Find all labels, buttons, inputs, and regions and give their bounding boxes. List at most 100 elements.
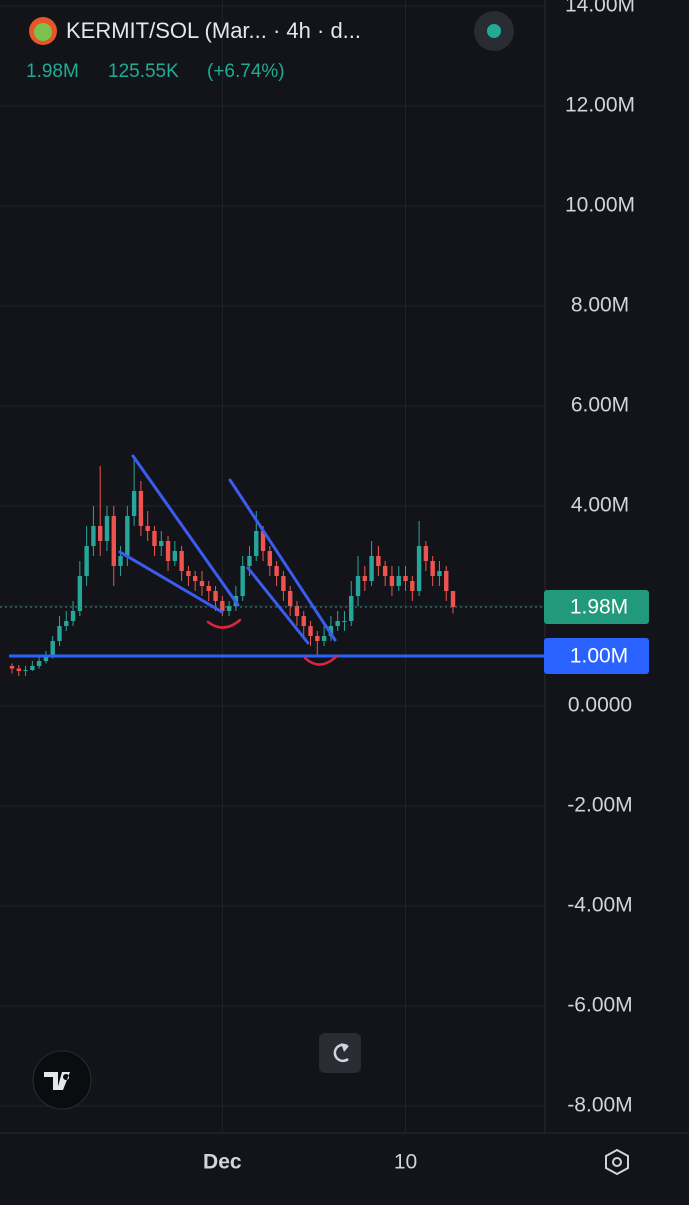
candle-body (287, 591, 293, 606)
candle-body (335, 621, 340, 626)
trend-line (118, 550, 224, 614)
settings-icon-center (612, 1157, 622, 1167)
candle-body (301, 616, 306, 626)
candle-body (430, 561, 435, 576)
last-price-box (544, 590, 649, 624)
candle-body (64, 621, 69, 626)
y-tick-label: -2.00M (567, 794, 632, 817)
trend-line (228, 478, 337, 642)
candle-body (192, 576, 198, 581)
x-tick-label: 10 (394, 1151, 417, 1174)
candle-body (16, 668, 21, 671)
symbol-icon-face (34, 23, 52, 41)
arc (206, 618, 242, 629)
horizontal-line-label: 1.00M (570, 645, 628, 668)
candle-body (376, 556, 381, 566)
status-price: 1.98M (26, 61, 79, 82)
candle-body (30, 666, 35, 670)
candle-body (57, 626, 62, 641)
candle-body (172, 551, 178, 561)
candle-body (308, 626, 313, 636)
y-tick-label: 14.00M (565, 0, 635, 17)
candle-body (145, 526, 150, 531)
reset-icon-arrow (341, 1043, 349, 1052)
candle-body (152, 531, 157, 546)
candle-body (355, 576, 361, 596)
candle-body (131, 491, 137, 516)
trend-line (131, 454, 240, 607)
candle-body (159, 541, 164, 546)
annotations (206, 618, 339, 666)
candle-body (43, 656, 49, 661)
reset-button[interactable] (319, 1033, 361, 1073)
candle-body (247, 556, 252, 566)
y-tick-label: -6.00M (567, 994, 632, 1017)
candle-body (382, 566, 388, 576)
arc (303, 654, 339, 666)
y-tick-label: 0.0000 (568, 694, 632, 717)
y-tick-label: 10.00M (565, 194, 635, 217)
candle-body (410, 581, 415, 591)
candle-body (450, 591, 456, 607)
x-tick-label: Dec (203, 1151, 242, 1174)
candle-body (70, 611, 76, 621)
candle-body (254, 531, 259, 556)
candle-body (36, 661, 42, 666)
candle-body (179, 551, 184, 571)
y-tick-label: -4.00M (567, 894, 632, 917)
candle-body (220, 601, 225, 611)
trend-line (246, 566, 310, 645)
candle-body (125, 516, 130, 556)
candle-body (97, 526, 103, 541)
drawings (118, 454, 337, 645)
candle-body (199, 581, 205, 586)
labels: -8.00M-6.00M-4.00M-2.00M0.00002.00M4.00M… (203, 0, 649, 1174)
horizontal-line-box (544, 638, 649, 674)
candle-body (321, 636, 327, 641)
candle-body (342, 621, 347, 622)
candle-body (315, 636, 320, 641)
candle-body (396, 576, 401, 586)
status-change: 125.55K (108, 61, 179, 82)
candle-body (274, 566, 279, 576)
candle-body (403, 576, 408, 581)
candle-body (213, 591, 218, 601)
candle-body (369, 556, 374, 581)
symbol-title[interactable]: KERMIT/SOL (Mar... · 4h · d... (66, 18, 361, 43)
candle-body (111, 516, 116, 566)
candle-body (104, 516, 110, 541)
candle-body (77, 576, 83, 611)
y-tick-label: 6.00M (571, 394, 629, 417)
candle-body (240, 566, 245, 596)
candle-body (23, 670, 28, 671)
candle-body (281, 576, 286, 591)
candle-body (50, 641, 55, 656)
plot (0, 456, 545, 676)
candle-body (165, 541, 171, 561)
candle-body (226, 606, 232, 611)
candle-body (9, 666, 15, 669)
y-tick-label: -8.00M (567, 1094, 632, 1117)
candle-body (349, 596, 354, 621)
settings-icon[interactable] (605, 1148, 629, 1176)
candle-body (138, 491, 144, 526)
logo-mark (44, 1072, 70, 1090)
candle-body (260, 531, 266, 551)
y-tick-label: 4.00M (571, 494, 629, 517)
status-dot (487, 24, 501, 38)
candle-body (423, 546, 429, 561)
y-tick-label: 8.00M (571, 294, 629, 317)
candle-body (362, 576, 368, 581)
candle-body (118, 556, 123, 566)
candle-body (186, 571, 191, 576)
candle-body (91, 526, 96, 546)
candle-body (294, 606, 300, 616)
candle-body (416, 546, 422, 591)
candle-body (437, 571, 442, 576)
candle-body (389, 576, 395, 586)
candle-body (444, 571, 449, 591)
y-tick-label: 12.00M (565, 94, 635, 117)
candle-body (206, 586, 211, 591)
candle-body (84, 546, 89, 576)
candle-body (267, 551, 273, 566)
